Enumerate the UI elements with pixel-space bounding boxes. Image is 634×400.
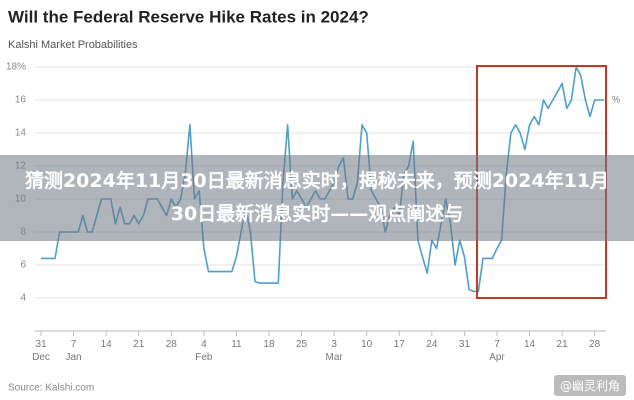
x-tick-label: 7 Apr (489, 339, 505, 363)
x-tick-label: 31 Dec (32, 339, 50, 363)
chart-title: Will the Federal Reserve Hike Rates in 2… (8, 7, 369, 26)
x-tick-label: 24 (426, 339, 438, 350)
x-tick-label: 21 (133, 339, 145, 350)
x-tick-label: 18 (263, 339, 275, 350)
x-tick-label: 17 (393, 339, 405, 350)
y-tick-label: 18% (6, 62, 26, 73)
x-tick-label: 11 (231, 339, 242, 350)
x-tick-label: 10 (361, 339, 373, 350)
x-tick-label: 3 Mar (325, 339, 343, 363)
overlay-text: 猜测2024年11月30日最新消息实时，揭秘未来，预测2024年11月30日最新… (24, 170, 610, 225)
chart-subtitle: Kalshi Market Probabilities (8, 39, 138, 51)
x-tick-label: 28 (589, 339, 601, 350)
x-tick-label: 7 Jan (65, 339, 82, 363)
x-tick-label: 25 (295, 339, 308, 350)
watermark: @幽灵利角 (553, 375, 626, 396)
unit-label: % (612, 94, 620, 104)
source: Source: Kalshi.com (8, 383, 94, 394)
x-tick-label: 14 (523, 339, 536, 350)
overlay-banner (0, 155, 634, 241)
x-tick-label: 4 Feb (195, 339, 213, 363)
y-tick-label: 4 (20, 293, 26, 304)
y-tick-label: 16 (15, 95, 27, 106)
y-tick-label: 6 (20, 260, 26, 271)
x-tick-label: 31 (458, 339, 470, 350)
x-tick-label: 28 (165, 339, 177, 350)
x-tick-label: 21 (556, 339, 568, 350)
x-tick-label: 14 (100, 339, 112, 350)
y-tick-label: 14 (15, 128, 27, 139)
